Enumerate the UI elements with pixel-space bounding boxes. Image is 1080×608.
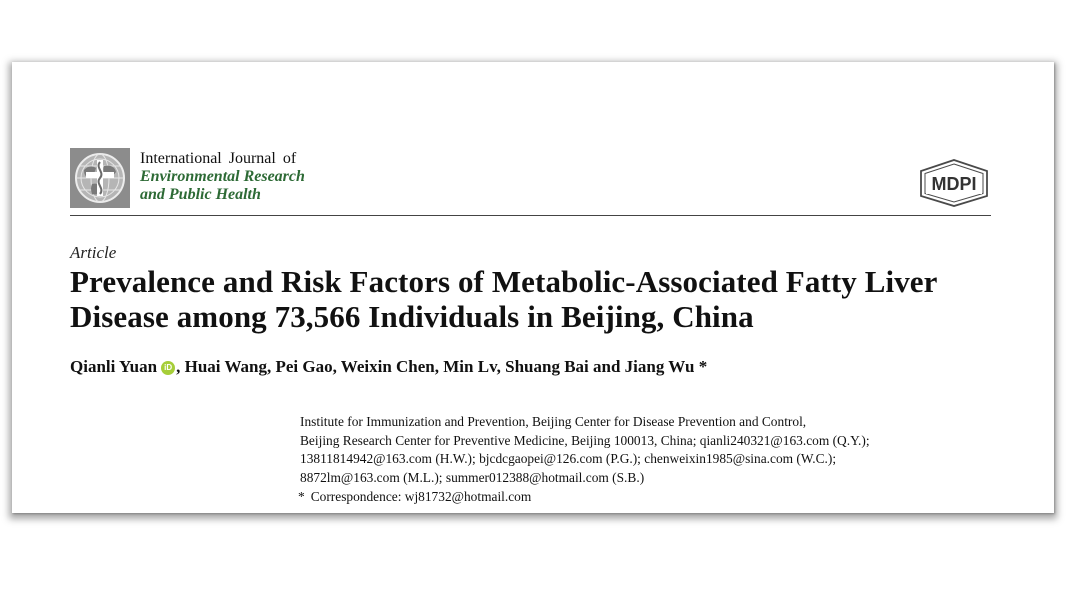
- article-title-line1: Prevalence and Risk Factors of Metabolic…: [70, 264, 938, 299]
- journal-logo-icon: [70, 148, 130, 208]
- mdpi-logo-icon: MDPI: [920, 159, 988, 207]
- article-type: Article: [70, 243, 117, 262]
- first-author[interactable]: Qianli Yuan: [70, 357, 158, 376]
- affiliation-block: Institute for Immunization and Preventio…: [300, 413, 1000, 487]
- paper-page: International Journal of Environmental R…: [12, 62, 1054, 513]
- other-authors: , Huai Wang, Pei Gao, Weixin Chen, Min L…: [176, 357, 708, 376]
- publisher-name: MDPI: [932, 174, 977, 194]
- affiliation-line: Institute for Immunization and Preventio…: [300, 414, 807, 429]
- correspondence-marker: *: [298, 489, 305, 504]
- orcid-icon[interactable]: iD: [161, 361, 176, 375]
- header-divider: [70, 215, 991, 216]
- affiliation-line: 8872lm@163.com (M.L.); summer012388@hotm…: [300, 469, 645, 485]
- journal-name-line3: and Public Health: [140, 186, 261, 203]
- journal-name-line2: Environmental Research: [140, 168, 305, 185]
- affiliation-line: 13811814942@163.com (H.W.); bjcdcgaopei@…: [300, 451, 837, 467]
- author-list: Qianli Yuan iD, Huai Wang, Pei Gao, Weixi…: [70, 357, 707, 377]
- article-title-line2: Disease among 73,566 Individuals in Beij…: [70, 299, 754, 334]
- affiliation-line: Beijing Research Center for Preventive M…: [300, 432, 870, 448]
- correspondence-line: * Correspondence: wj81732@hotmail.com: [298, 489, 531, 505]
- journal-name-line1: International Journal of: [140, 150, 297, 167]
- journal-name: International Journal of Environmental R…: [140, 150, 305, 204]
- correspondence-text: Correspondence: wj81732@hotmail.com: [310, 489, 532, 504]
- article-title: Prevalence and Risk Factors of Metabolic…: [70, 264, 1030, 334]
